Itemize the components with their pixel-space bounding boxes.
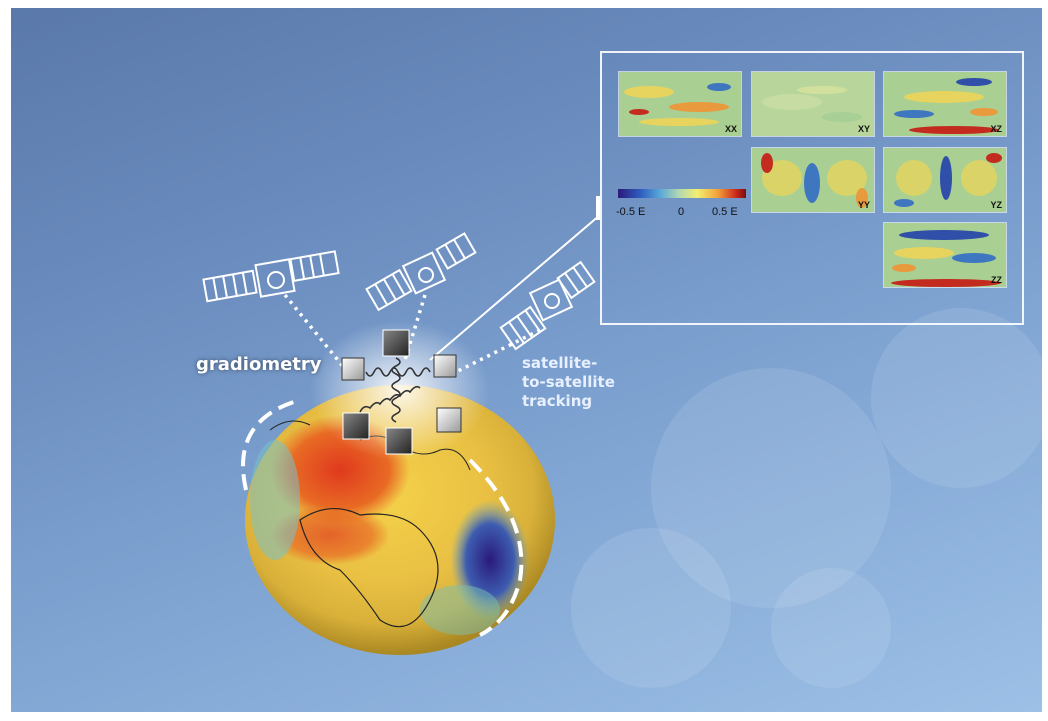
panel-label: YZ	[990, 200, 1002, 210]
label-satellite-tracking: satellite- to-satellite tracking	[522, 354, 615, 411]
satellite-icon	[365, 232, 477, 312]
satellite-icon	[499, 260, 596, 351]
panel-yy: YY	[751, 147, 875, 213]
panel-xy: XY	[751, 71, 875, 137]
label-line: satellite-	[522, 354, 598, 372]
colorbar-tick-zero: 0	[678, 206, 685, 218]
colorbar-tick-min: -0.5 E	[616, 206, 646, 218]
panel-label: YY	[857, 200, 870, 210]
label-gradiometry: gradiometry	[196, 354, 322, 375]
satellite-icon	[202, 250, 340, 303]
colorbar	[618, 189, 746, 198]
inset-frame	[600, 51, 1024, 325]
panel-zz: ZZ	[883, 222, 1007, 288]
panel-label: XX	[724, 124, 737, 134]
panel-xz: XZ	[883, 71, 1007, 137]
colorbar-tick-max: 0.5 E	[712, 206, 738, 218]
gradiometer-icon	[341, 329, 462, 455]
label-line: to-satellite	[522, 373, 615, 391]
panel-xx: XX	[618, 71, 742, 137]
panel-yz: YZ	[883, 147, 1007, 213]
panel-label: ZZ	[991, 275, 1002, 285]
label-line: tracking	[522, 392, 593, 410]
panel-label: XY	[857, 124, 870, 134]
panel-label: XZ	[990, 124, 1002, 134]
orbit-arc	[241, 398, 524, 637]
